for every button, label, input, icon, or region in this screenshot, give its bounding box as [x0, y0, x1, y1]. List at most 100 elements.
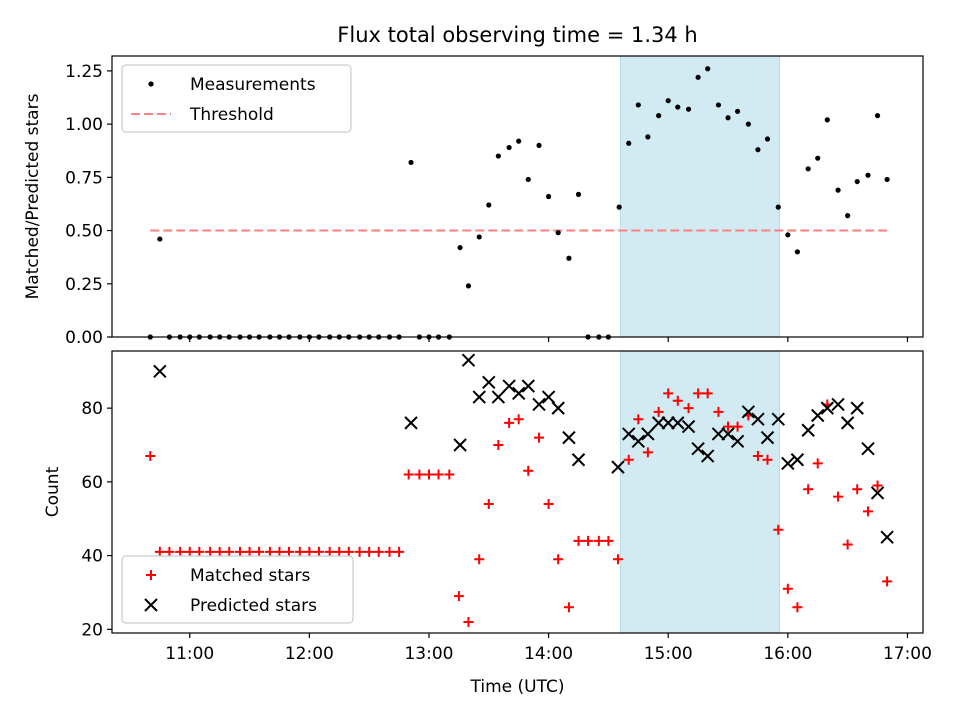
data-point — [175, 546, 186, 557]
data-point — [751, 412, 765, 426]
data-point — [755, 147, 761, 153]
data-point — [741, 405, 756, 419]
data-point — [453, 438, 467, 452]
top-panel: 0.00 0.25 0.50 0.75 1.00 1.25 Matched/Predicte… — [23, 55, 924, 348]
data-point — [244, 546, 255, 557]
data-point — [845, 213, 851, 219]
axes-frame — [111, 55, 924, 338]
data-point — [671, 416, 685, 430]
data-point — [715, 102, 722, 108]
data-point — [782, 583, 793, 594]
data-point — [403, 469, 414, 480]
y-tick-label: 0.75 — [65, 168, 103, 188]
data-point — [205, 546, 216, 557]
y-tick-label: 0.25 — [65, 275, 103, 295]
data-point — [642, 447, 653, 458]
data-point — [603, 535, 614, 546]
data-point — [882, 576, 893, 587]
data-point — [852, 484, 863, 495]
y-tick-label: 40 — [81, 547, 103, 567]
data-point — [541, 390, 556, 404]
data-point — [343, 546, 354, 557]
data-point — [842, 539, 853, 550]
data-point — [635, 102, 641, 108]
data-point — [880, 530, 894, 544]
data-point — [771, 412, 785, 426]
data-point — [790, 453, 805, 467]
data-point — [730, 434, 745, 449]
data-point — [874, 113, 881, 119]
data-point — [153, 364, 167, 378]
data-point — [566, 255, 572, 261]
data-point — [633, 414, 644, 425]
data-point — [491, 390, 506, 404]
data-point — [145, 451, 156, 462]
data-point — [571, 453, 586, 467]
data-point — [536, 142, 542, 149]
data-point — [384, 546, 395, 557]
data-point — [476, 234, 482, 240]
data-point — [313, 546, 324, 557]
legend-label: Predicted stars — [190, 596, 317, 616]
data-point — [294, 546, 305, 557]
data-point — [672, 395, 683, 406]
data-point — [611, 460, 625, 474]
data-point — [734, 108, 741, 114]
legend-marker — [148, 81, 154, 87]
data-point — [683, 403, 694, 414]
data-point — [573, 535, 584, 546]
data-point — [304, 546, 315, 557]
data-point — [835, 187, 841, 193]
data-point — [534, 432, 545, 443]
data-point — [562, 430, 576, 445]
data-point — [513, 414, 524, 425]
x-tick-label: 14:00 — [524, 644, 573, 664]
data-point — [394, 546, 405, 557]
data-point — [711, 427, 726, 441]
data-point — [693, 388, 704, 399]
data-point — [482, 375, 496, 390]
data-point — [453, 591, 464, 602]
data-point — [444, 469, 455, 480]
data-point — [723, 421, 734, 432]
chart-title: Flux total observing time = 1.34 h — [337, 23, 697, 47]
data-point — [752, 451, 763, 462]
data-point — [685, 106, 692, 112]
data-point — [486, 202, 492, 208]
data-point — [495, 153, 501, 159]
data-point — [408, 159, 414, 166]
data-point — [583, 535, 594, 546]
data-point — [414, 469, 425, 480]
data-point — [553, 554, 564, 565]
data-point — [164, 546, 175, 557]
data-point — [745, 121, 751, 127]
x-tick-label: 15:00 — [644, 644, 693, 664]
data-point — [762, 454, 773, 465]
data-point — [805, 166, 811, 172]
data-point — [663, 388, 674, 399]
data-point — [463, 616, 474, 627]
legend-label: Matched stars — [190, 566, 310, 586]
legend-label: Measurements — [190, 75, 316, 95]
y-tick-label: 1.00 — [65, 115, 103, 135]
data-point — [433, 469, 444, 480]
data-point — [641, 427, 655, 441]
data-point — [516, 138, 522, 144]
data-point — [254, 546, 265, 557]
data-point — [815, 155, 821, 161]
data-point — [884, 176, 890, 183]
data-point — [870, 486, 885, 500]
highlight-span — [619, 55, 780, 338]
data-point — [812, 458, 823, 469]
data-point — [334, 546, 345, 557]
data-point — [872, 480, 883, 491]
data-point — [555, 230, 561, 236]
y-tick-label: 60 — [81, 473, 103, 493]
data-point — [474, 554, 485, 565]
data-point — [364, 546, 375, 557]
data-point — [525, 176, 531, 183]
data-point — [705, 66, 711, 72]
data-point — [865, 172, 871, 178]
data-point — [651, 416, 666, 430]
